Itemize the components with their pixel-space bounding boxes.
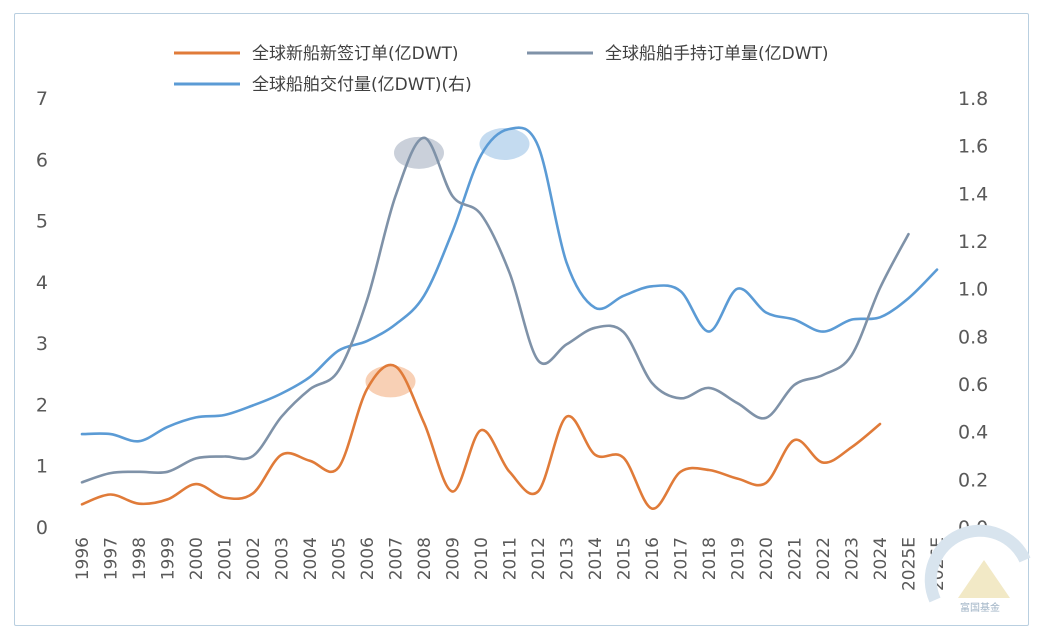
x-tick-label: 1997 [102, 537, 122, 580]
x-tick-label: 2022 [814, 537, 834, 580]
x-tick-label: 2002 [244, 537, 264, 580]
legend: 全球新船新签订单(亿DWT) 全球船舶手持订单量(亿DWT) 全球船舶交付量(亿DW… [174, 44, 829, 95]
y-left-tick-label: 4 [36, 272, 48, 294]
x-tick-label: 2012 [529, 537, 549, 580]
watermark-text: 富国基金 [960, 601, 1000, 614]
x-tick-label: 2020 [757, 537, 777, 580]
legend-label: 全球船舶手持订单量(亿DWT) [605, 44, 829, 64]
y-right-tick-label: 1.8 [958, 88, 988, 110]
x-tick-label: 2011 [501, 537, 521, 580]
y-right-tick-label: 1.2 [958, 231, 988, 253]
x-tick-label: 2025E [900, 537, 920, 591]
x-tick-label: 1996 [73, 537, 93, 580]
x-tick-label: 2019 [729, 537, 749, 580]
series-line-1 [80, 136, 910, 484]
x-tick-label: 2015 [615, 537, 635, 580]
x-tick-label: 2023 [843, 537, 863, 580]
series-line-0 [80, 363, 882, 510]
y-right-tick-label: 0.6 [958, 374, 988, 396]
y-right-tick-label: 0.4 [958, 422, 988, 444]
x-tick-label: 2016 [643, 537, 663, 580]
x-tick-label: 2010 [472, 537, 492, 580]
x-tick-label: 2008 [415, 537, 435, 580]
x-tick-label: 2021 [786, 537, 806, 580]
x-tick-label: 2017 [672, 537, 692, 580]
x-tick-label: 2005 [330, 537, 350, 580]
x-tick-label: 2024 [871, 537, 891, 580]
legend-label: 全球船舶交付量(亿DWT)(右) [252, 75, 472, 95]
x-tick-label: 1999 [159, 537, 179, 580]
y-right-tick-label: 1.6 [958, 136, 988, 158]
x-tick-label: 2000 [187, 537, 207, 580]
x-tick-label: 2007 [387, 537, 407, 580]
watermark-logo: 富国基金 [924, 524, 1031, 614]
highlight-ellipse [479, 127, 530, 160]
y-left-tick-label: 2 [36, 394, 48, 416]
x-tick-label: 1998 [130, 537, 150, 580]
x-tick-label: 2001 [216, 537, 236, 580]
y-axis-left: 0 1 2 3 4 5 6 7 [36, 88, 48, 539]
y-axis-right: 0.00.20.40.60.81.01.21.41.61.8 [958, 88, 988, 539]
watermark-triangle [958, 560, 1010, 598]
y-right-tick-label: 0.8 [958, 326, 988, 348]
y-right-tick-label: 1.0 [958, 279, 988, 301]
x-tick-label: 2003 [273, 537, 293, 580]
y-left-tick-label: 5 [36, 211, 48, 233]
y-left-tick-label: 0 [36, 517, 48, 539]
watermark-ring [924, 524, 1031, 603]
x-tick-label: 2018 [700, 537, 720, 580]
y-right-tick-label: 0.2 [958, 469, 988, 491]
y-right-tick-label: 1.4 [958, 183, 988, 205]
x-tick-label: 2014 [586, 537, 606, 580]
y-left-tick-label: 6 [36, 149, 48, 171]
y-left-tick-label: 7 [36, 88, 48, 110]
x-axis: 1996 1997 1998 1999 2000 2001 2002 2003 2004 2005… [73, 537, 948, 591]
x-tick-label: 2006 [358, 537, 378, 580]
x-tick-label: 2004 [301, 537, 321, 580]
series-layer [80, 126, 939, 510]
x-tick-label: 2013 [558, 537, 578, 580]
legend-label: 全球新船新签订单(亿DWT) [252, 44, 459, 64]
y-left-tick-label: 1 [36, 456, 48, 478]
series-line-2 [80, 126, 939, 443]
x-tick-label: 2009 [444, 537, 464, 580]
y-left-tick-label: 3 [36, 333, 48, 355]
